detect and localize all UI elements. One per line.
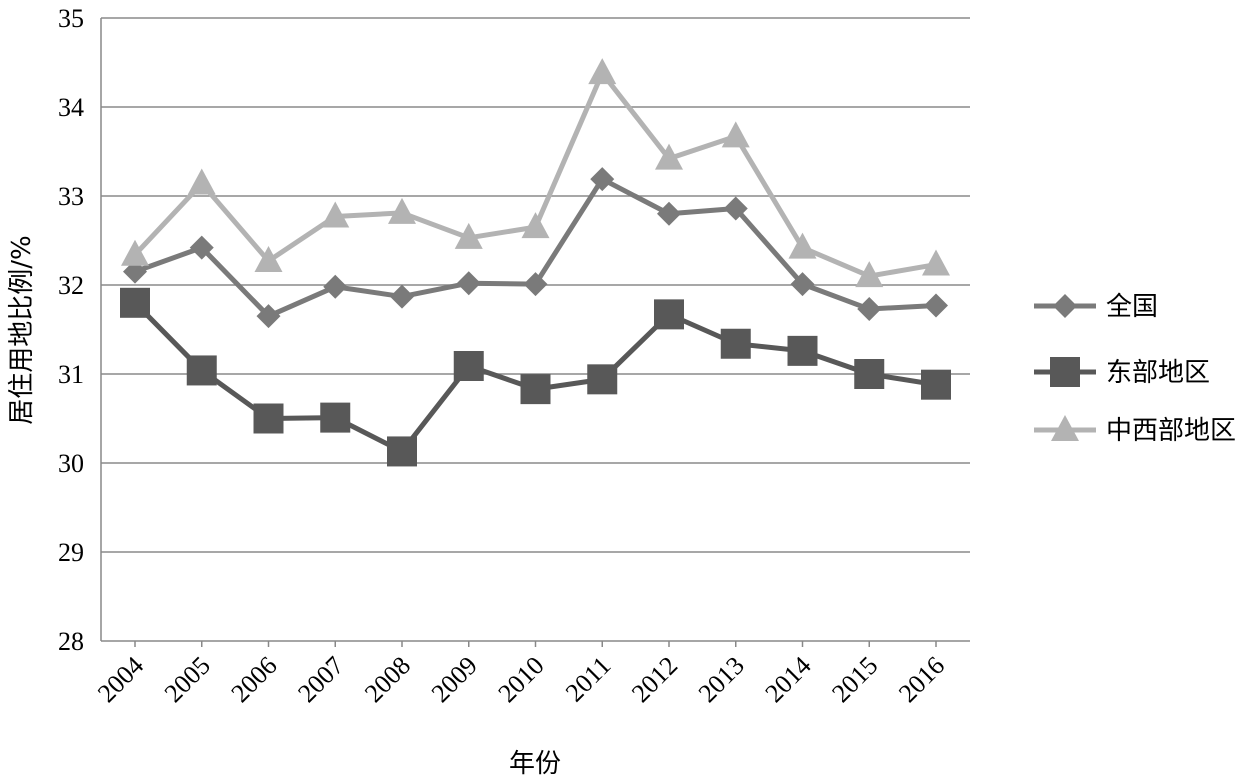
data-point-marker	[256, 304, 281, 329]
data-point-marker	[186, 355, 217, 386]
x-axis-ticks: 2004 2005 2006 2007 2008 2009 2010 2011 2012 2013…	[92, 641, 950, 708]
y-tick-label: 35	[58, 4, 84, 33]
x-tick-label: 2012	[626, 651, 683, 708]
data-point-marker	[723, 196, 748, 221]
y-tick-label: 29	[58, 538, 84, 567]
legend-marker	[1053, 294, 1077, 318]
x-tick-label: 2010	[492, 651, 549, 708]
data-point-marker	[721, 121, 750, 148]
y-axis-ticks: 28 29 30 31 32 33 34 35	[58, 4, 84, 656]
data-point-marker	[720, 328, 751, 359]
data-point-marker	[924, 293, 948, 318]
data-point-marker	[323, 274, 348, 299]
data-point-marker	[590, 167, 615, 192]
data-point-marker	[320, 402, 351, 433]
data-point-marker	[121, 239, 149, 266]
data-point-marker	[120, 287, 150, 318]
data-point-marker	[787, 335, 818, 366]
x-tick-label: 2014	[759, 651, 816, 708]
x-tick-label: 2013	[693, 651, 750, 708]
data-point-marker	[254, 245, 283, 272]
legend-label: 东部地区	[1106, 358, 1210, 388]
x-tick-label: 2011	[560, 651, 617, 708]
y-axis-title: 居住用地比例/%	[7, 235, 37, 424]
data-point-marker	[655, 143, 683, 170]
x-axis-title: 年份	[509, 749, 561, 779]
y-tick-label: 30	[58, 449, 84, 478]
data-point-marker	[788, 232, 817, 259]
data-point-marker	[654, 299, 684, 330]
data-point-marker	[854, 359, 885, 389]
y-tick-label: 28	[58, 627, 84, 656]
y-tick-label: 33	[58, 182, 84, 211]
x-tick-label: 2008	[359, 651, 416, 708]
series-2	[121, 58, 950, 288]
data-point-marker	[790, 272, 815, 297]
legend-label: 中西部地区	[1106, 416, 1236, 446]
data-point-marker	[456, 271, 481, 296]
series-line	[133, 70, 937, 279]
data-point-marker	[387, 436, 417, 467]
data-point-marker	[520, 374, 551, 405]
legend-item: 东部地区	[1034, 357, 1210, 388]
data-point-marker	[453, 350, 484, 381]
y-tick-label: 32	[58, 271, 84, 300]
x-tick-label: 2005	[159, 651, 216, 708]
data-point-marker	[922, 249, 950, 276]
x-tick-label: 2006	[225, 651, 282, 708]
data-point-marker	[187, 168, 216, 195]
x-tick-label: 2004	[92, 651, 149, 708]
data-point-marker	[857, 297, 882, 322]
data-point-marker	[855, 261, 884, 288]
data-point-marker	[523, 272, 548, 297]
series-1	[120, 287, 951, 467]
data-point-marker	[321, 201, 350, 228]
x-tick-label: 2009	[426, 651, 483, 708]
data-point-marker	[454, 222, 483, 249]
data-point-marker	[521, 212, 550, 239]
data-point-marker	[587, 364, 618, 395]
y-tick-label: 34	[58, 93, 84, 122]
data-point-marker	[253, 403, 284, 434]
data-point-marker	[189, 235, 214, 260]
x-tick-label: 2007	[292, 651, 349, 708]
y-tick-label: 31	[58, 360, 84, 389]
gridlines	[101, 17, 970, 553]
data-point-marker	[588, 58, 617, 85]
series-0	[123, 167, 948, 329]
series-group	[120, 58, 951, 467]
legend-item: 全国	[1034, 292, 1158, 322]
data-point-marker	[657, 201, 681, 226]
x-tick-label: 2015	[826, 651, 883, 708]
legend-marker	[1050, 357, 1080, 387]
data-point-marker	[388, 197, 416, 224]
data-point-marker	[390, 284, 414, 309]
legend-label: 全国	[1106, 292, 1158, 322]
legend-marker	[1051, 415, 1079, 441]
data-point-marker	[921, 369, 951, 400]
legend-item: 中西部地区	[1034, 415, 1236, 446]
x-tick-label: 2016	[893, 651, 950, 708]
